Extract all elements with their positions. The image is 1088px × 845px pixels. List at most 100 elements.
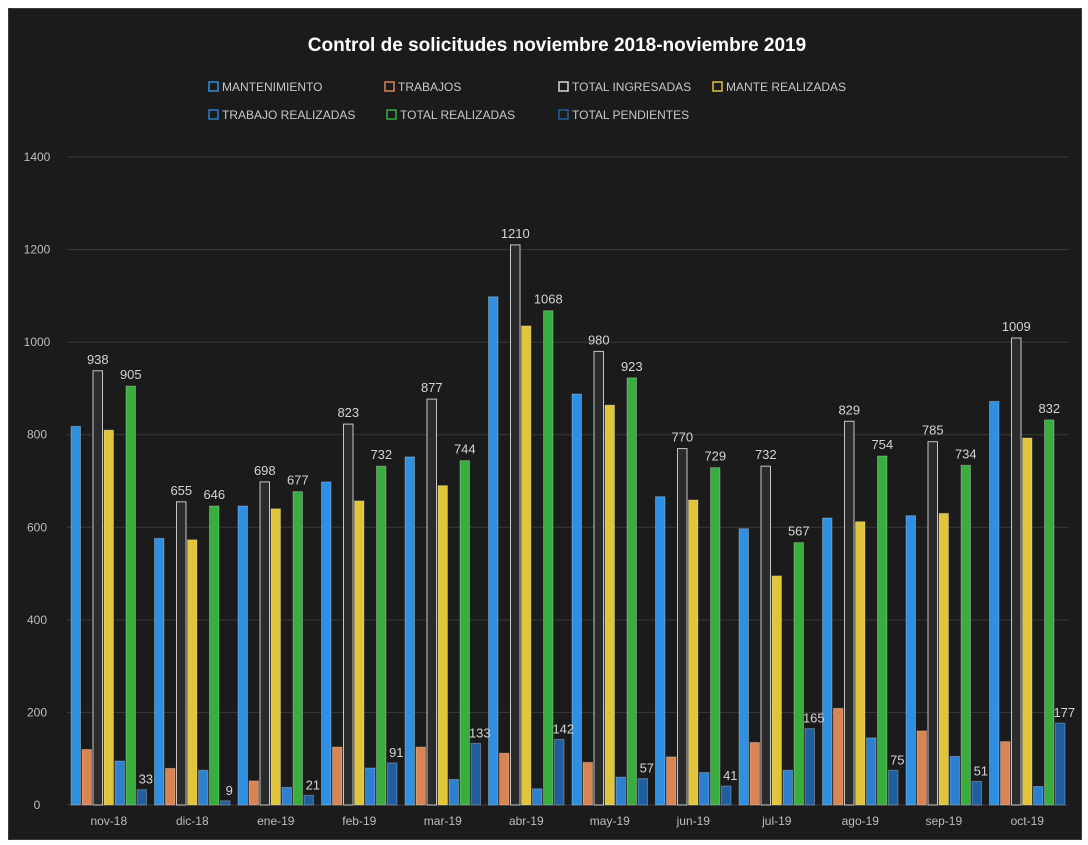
legend-label-total-pendientes: TOTAL PENDIENTES	[572, 108, 689, 122]
bar-total-ingresadas-mar-19	[426, 398, 437, 806]
data-label-total-pendientes-jul-19: 165	[803, 711, 825, 726]
y-tick-label-200: 200	[27, 705, 47, 719]
x-axis: nov-18 dic-18 ene-19 feb-19 mar-19 abr-19 may-…	[90, 814, 1044, 828]
data-label-total-ingresadas-dic-18: 655	[170, 483, 192, 498]
bar-mantenimiento-feb-19	[321, 481, 332, 806]
bar-mante-realizadas-abr-19	[521, 325, 532, 806]
bar-mante-realizadas-dic-18	[187, 539, 198, 806]
bar-mante-realizadas-mar-19	[437, 485, 448, 806]
bar-total-ingresadas-ago-19	[844, 420, 855, 806]
bar-trabajo-realizadas-oct-19	[1033, 786, 1044, 806]
bar-total-pendientes-feb-19	[387, 762, 398, 806]
legend-swatch-total-ingresadas	[558, 81, 569, 92]
legend-swatch-mante-realizadas	[712, 81, 723, 92]
bar-total-realizadas-may-19	[626, 377, 637, 806]
bar-total-realizadas-nov-18	[125, 385, 136, 806]
x-tick-label-oct-19: oct-19	[1011, 814, 1045, 828]
bar-total-ingresadas-jul-19	[760, 465, 771, 806]
bar-mante-realizadas-ago-19	[855, 521, 866, 806]
bar-trabajo-realizadas-jun-19	[699, 772, 710, 806]
legend-label-trabajos: TRABAJOS	[398, 80, 461, 94]
bar-total-pendientes-dic-18	[220, 800, 231, 806]
bar-total-ingresadas-may-19	[593, 350, 604, 806]
y-tick-label-600: 600	[27, 520, 47, 534]
y-tick-label-1400: 1400	[24, 150, 51, 164]
x-tick-label-jul-19: jul-19	[761, 814, 792, 828]
bar-total-ingresadas-feb-19	[343, 423, 354, 806]
chart-title: Control de solicitudes noviembre 2018-no…	[308, 35, 806, 56]
y-tick-label-0: 0	[34, 798, 41, 812]
bar-trabajo-realizadas-ene-19	[281, 786, 292, 806]
data-label-total-pendientes-ago-19: 75	[890, 752, 904, 767]
bar-total-realizadas-ago-19	[877, 455, 888, 806]
data-label-total-pendientes-may-19: 57	[640, 761, 654, 776]
x-tick-label-ago-19: ago-19	[842, 814, 880, 828]
bar-trabajos-sep-19	[916, 730, 927, 806]
bar-mantenimiento-oct-19	[989, 400, 1000, 806]
x-tick-label-may-19: may-19	[590, 814, 630, 828]
bar-total-ingresadas-jun-19	[677, 448, 688, 806]
bar-total-pendientes-jul-19	[804, 728, 815, 806]
bar-mantenimiento-ago-19	[822, 517, 833, 806]
bar-total-realizadas-jun-19	[710, 467, 721, 806]
bar-total-realizadas-mar-19	[459, 460, 470, 806]
data-label-total-ingresadas-abr-19: 1210	[501, 226, 530, 241]
bar-total-pendientes-oct-19	[1055, 722, 1066, 806]
x-tick-label-nov-18: nov-18	[90, 814, 127, 828]
bar-mante-realizadas-may-19	[604, 404, 615, 806]
bar-trabajo-realizadas-nov-18	[114, 760, 125, 806]
bar-total-realizadas-dic-18	[209, 505, 220, 806]
data-label-total-pendientes-jun-19: 41	[723, 768, 737, 783]
bar-trabajos-may-19	[582, 761, 593, 806]
data-label-total-realizadas-feb-19: 732	[370, 447, 392, 462]
bar-trabajos-ago-19	[833, 707, 844, 806]
bar-total-pendientes-mar-19	[470, 742, 481, 806]
legend-label-mantenimiento: MANTENIMIENTO	[222, 80, 322, 94]
bar-total-pendientes-ene-19	[303, 794, 314, 806]
data-label-total-ingresadas-oct-19: 1009	[1002, 319, 1031, 334]
bar-mante-realizadas-jun-19	[688, 499, 699, 806]
bar-trabajo-realizadas-ago-19	[866, 737, 877, 806]
bar-total-realizadas-jul-19	[793, 542, 804, 806]
y-tick-label-400: 400	[27, 613, 47, 627]
bar-trabajos-mar-19	[415, 746, 426, 806]
bar-trabajo-realizadas-may-19	[615, 776, 626, 806]
data-label-total-pendientes-mar-19: 133	[469, 725, 491, 740]
bar-mante-realizadas-sep-19	[938, 512, 949, 806]
bar-trabajos-ene-19	[248, 780, 259, 806]
bar-mante-realizadas-nov-18	[103, 429, 114, 806]
data-label-total-ingresadas-feb-19: 823	[337, 405, 359, 420]
data-label-total-ingresadas-may-19: 980	[588, 332, 610, 347]
y-tick-label-800: 800	[27, 428, 47, 442]
bar-trabajo-realizadas-jul-19	[782, 769, 793, 806]
data-labels: 938 905 33 655 646 9 698 677 21 823 732 91 877 744 133…	[87, 226, 1075, 798]
bar-total-ingresadas-sep-19	[927, 441, 938, 806]
data-label-total-pendientes-nov-18: 33	[139, 772, 153, 787]
bar-total-pendientes-sep-19	[971, 780, 982, 806]
x-tick-label-mar-19: mar-19	[424, 814, 462, 828]
bar-total-realizadas-abr-19	[543, 310, 554, 806]
x-tick-label-sep-19: sep-19	[925, 814, 962, 828]
bar-total-pendientes-may-19	[637, 778, 648, 806]
data-label-total-ingresadas-sep-19: 785	[922, 423, 944, 438]
bar-mantenimiento-ene-19	[237, 505, 248, 806]
bar-mantenimiento-abr-19	[488, 296, 499, 806]
data-label-total-realizadas-ago-19: 754	[871, 437, 893, 452]
legend-swatch-trabajo-realizadas	[208, 109, 219, 120]
bar-total-realizadas-ene-19	[292, 491, 303, 806]
bar-mantenimiento-sep-19	[905, 515, 916, 806]
bar-mante-realizadas-jul-19	[771, 575, 782, 806]
legend-label-trabajo-realizadas: TRABAJO REALIZADAS	[222, 108, 355, 122]
bar-trabajo-realizadas-sep-19	[949, 755, 960, 806]
data-label-total-ingresadas-ene-19: 698	[254, 463, 276, 478]
data-label-total-realizadas-nov-18: 905	[120, 367, 142, 382]
data-label-total-realizadas-oct-19: 832	[1038, 401, 1060, 416]
bar-trabajo-realizadas-feb-19	[365, 767, 376, 806]
bar-total-realizadas-feb-19	[376, 465, 387, 806]
bar-total-pendientes-ago-19	[888, 769, 899, 806]
bar-trabajos-jul-19	[749, 742, 760, 806]
x-tick-label-abr-19: abr-19	[509, 814, 544, 828]
bar-mantenimiento-may-19	[571, 393, 582, 806]
data-label-total-pendientes-ene-19: 21	[306, 777, 320, 792]
bar-total-pendientes-abr-19	[554, 738, 565, 806]
